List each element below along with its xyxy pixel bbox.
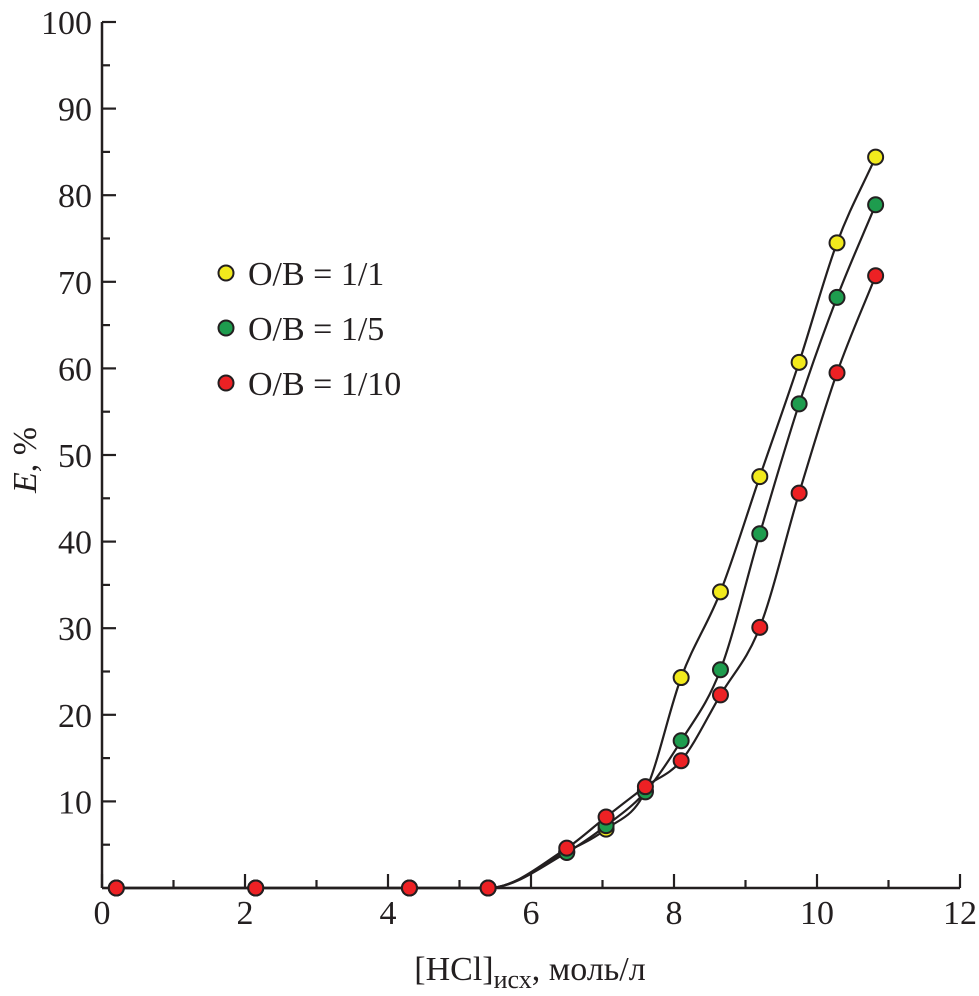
fit-curve xyxy=(116,204,877,890)
data-point xyxy=(400,879,418,897)
y-tick-label: 10 xyxy=(58,784,92,821)
x-tick-label: 12 xyxy=(943,895,977,932)
y-tick-label: 30 xyxy=(58,611,92,648)
legend-marker xyxy=(217,264,235,282)
legend-marker xyxy=(217,319,235,337)
data-point xyxy=(247,879,265,897)
data-points xyxy=(107,148,885,897)
data-point xyxy=(711,661,729,679)
legend-label: O/B = 1/1 xyxy=(248,256,384,293)
legend-label: O/B = 1/10 xyxy=(248,366,401,403)
x-tick-label: 10 xyxy=(800,895,834,932)
x-tick-label: 2 xyxy=(237,895,254,932)
data-point xyxy=(558,839,576,857)
legend-marker xyxy=(217,374,235,392)
data-point xyxy=(790,484,808,502)
data-point xyxy=(672,732,690,750)
y-tick-label: 100 xyxy=(41,5,92,42)
y-tick-label: 90 xyxy=(58,92,92,129)
x-tick-label: 0 xyxy=(94,895,111,932)
data-point xyxy=(828,364,846,382)
data-point xyxy=(867,148,885,166)
data-point xyxy=(107,879,125,897)
data-point xyxy=(828,234,846,252)
x-tick-label: 6 xyxy=(523,895,540,932)
y-tick-label: 60 xyxy=(58,351,92,388)
data-point xyxy=(790,353,808,371)
y-tick-label: 80 xyxy=(58,178,92,215)
data-point xyxy=(751,618,769,636)
data-point xyxy=(790,395,808,413)
data-point xyxy=(672,669,690,687)
x-axis-title-subscript: исх xyxy=(494,965,532,994)
data-point xyxy=(479,879,497,897)
data-point xyxy=(867,267,885,285)
y-tick-label: 20 xyxy=(58,698,92,735)
legend-label: O/B = 1/5 xyxy=(248,311,384,348)
data-point xyxy=(711,583,729,601)
data-point xyxy=(672,752,690,770)
y-axis-title: E, % xyxy=(7,427,44,494)
x-tick-label: 4 xyxy=(380,895,397,932)
x-tick-label: 8 xyxy=(666,895,683,932)
data-point xyxy=(751,468,769,486)
y-tick-label: 50 xyxy=(58,438,92,475)
fit-curve xyxy=(116,275,877,890)
data-point xyxy=(867,196,885,214)
data-point xyxy=(711,686,729,704)
y-tick-label: 70 xyxy=(58,265,92,302)
data-point xyxy=(828,288,846,306)
y-tick-label: 40 xyxy=(58,525,92,562)
x-axis-title: [HCl]исх, моль/л xyxy=(414,951,645,994)
data-point xyxy=(751,525,769,543)
legend: O/B = 1/1 O/B = 1/5 O/B = 1/10 xyxy=(217,256,401,403)
data-point xyxy=(597,808,615,826)
axes: 0 2 4 6 8 10 12 10 20 30 40 50 60 70 80 90 100 xyxy=(41,5,977,932)
data-point xyxy=(636,778,654,796)
